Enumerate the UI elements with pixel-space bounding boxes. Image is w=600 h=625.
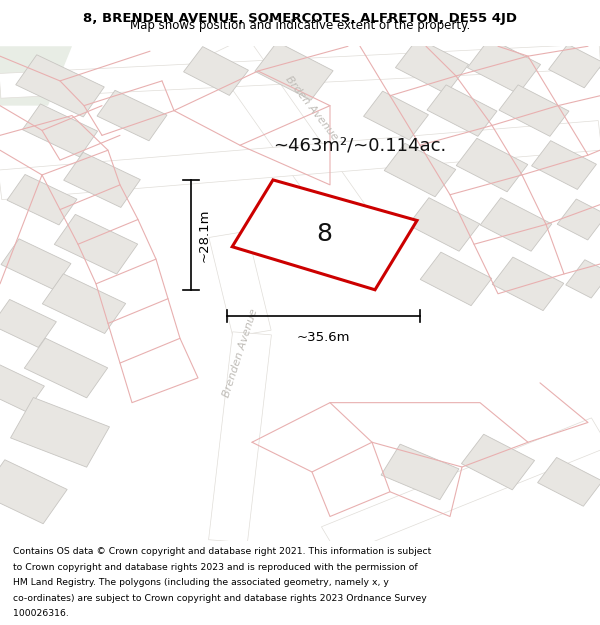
Polygon shape: [255, 42, 333, 100]
Polygon shape: [0, 460, 67, 524]
Polygon shape: [1, 239, 71, 289]
Polygon shape: [0, 299, 56, 348]
Polygon shape: [16, 55, 104, 117]
Polygon shape: [209, 231, 271, 336]
Polygon shape: [499, 85, 569, 136]
Polygon shape: [7, 174, 77, 225]
Text: ~28.1m: ~28.1m: [198, 208, 211, 262]
Polygon shape: [364, 91, 428, 140]
Polygon shape: [97, 91, 167, 141]
Text: Brenden Avenue: Brenden Avenue: [221, 308, 259, 399]
Polygon shape: [467, 38, 541, 94]
Polygon shape: [322, 418, 600, 556]
Text: HM Land Registry. The polygons (including the associated geometry, namely x, y: HM Land Registry. The polygons (includin…: [13, 578, 389, 587]
Polygon shape: [232, 180, 417, 290]
Text: 8, BRENDEN AVENUE, SOMERCOTES, ALFRETON, DE55 4JD: 8, BRENDEN AVENUE, SOMERCOTES, ALFRETON,…: [83, 11, 517, 24]
Polygon shape: [408, 198, 480, 251]
Polygon shape: [456, 138, 528, 192]
Polygon shape: [427, 85, 497, 136]
Polygon shape: [461, 434, 535, 490]
Polygon shape: [43, 274, 125, 334]
Polygon shape: [548, 44, 600, 88]
Text: ~463m²/~0.114ac.: ~463m²/~0.114ac.: [274, 136, 446, 154]
Text: 100026316.: 100026316.: [13, 609, 69, 618]
Polygon shape: [480, 198, 552, 251]
Text: co-ordinates) are subject to Crown copyright and database rights 2023 Ordnance S: co-ordinates) are subject to Crown copyr…: [13, 594, 427, 602]
Polygon shape: [0, 121, 600, 199]
Text: Brden Avenue: Brden Avenue: [284, 74, 340, 142]
Text: to Crown copyright and database rights 2023 and is reproduced with the permissio: to Crown copyright and database rights 2…: [13, 562, 418, 572]
Polygon shape: [64, 152, 140, 208]
Polygon shape: [184, 47, 248, 96]
Polygon shape: [384, 143, 456, 197]
Polygon shape: [532, 141, 596, 189]
Polygon shape: [395, 38, 469, 94]
Polygon shape: [420, 252, 492, 306]
Text: Map shows position and indicative extent of the property.: Map shows position and indicative extent…: [130, 19, 470, 32]
Polygon shape: [566, 260, 600, 298]
Polygon shape: [492, 257, 564, 311]
Polygon shape: [381, 444, 459, 500]
Text: 8: 8: [316, 222, 332, 246]
Polygon shape: [0, 46, 72, 106]
Text: ~35.6m: ~35.6m: [296, 331, 350, 344]
Polygon shape: [209, 37, 379, 244]
Polygon shape: [0, 364, 44, 412]
Polygon shape: [209, 332, 271, 542]
Text: Contains OS data © Crown copyright and database right 2021. This information is : Contains OS data © Crown copyright and d…: [13, 547, 431, 556]
Polygon shape: [538, 458, 600, 506]
Polygon shape: [11, 398, 109, 467]
Polygon shape: [55, 214, 137, 274]
Polygon shape: [0, 44, 600, 98]
Polygon shape: [557, 199, 600, 240]
Polygon shape: [22, 104, 98, 157]
Polygon shape: [25, 338, 107, 398]
